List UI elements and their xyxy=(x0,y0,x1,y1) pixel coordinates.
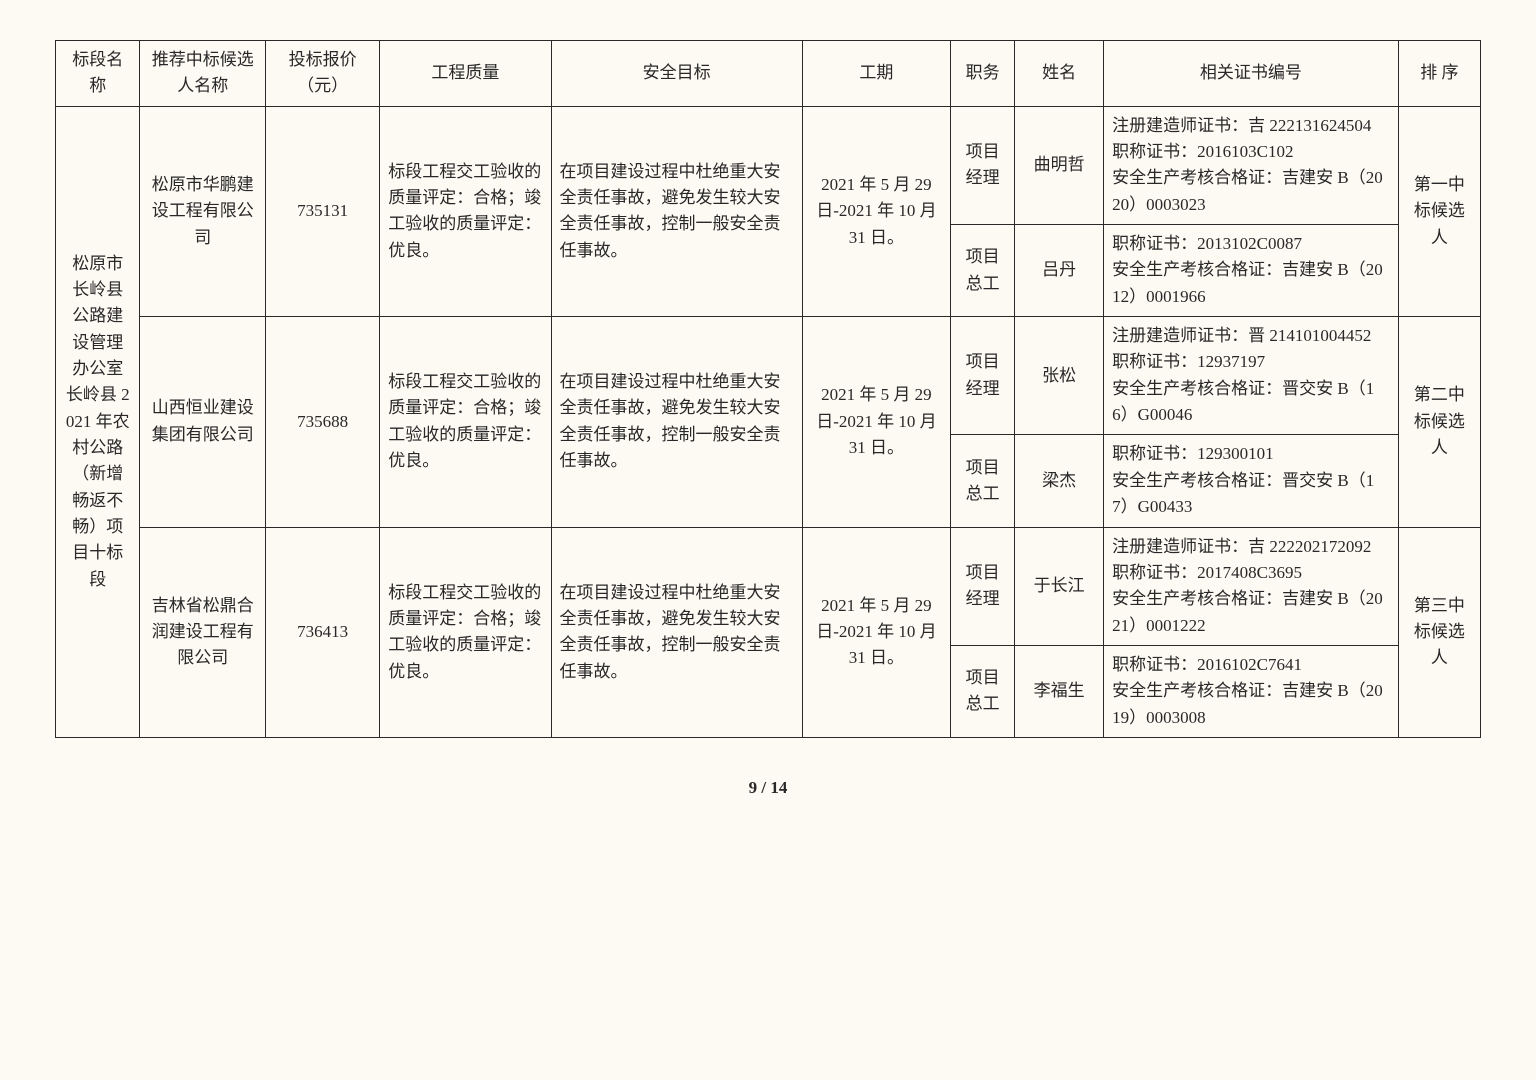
hdr-section: 标段名称 xyxy=(56,41,140,107)
table-row: 山西恒业建设集团有限公司735688标段工程交工验收的质量评定：合格；竣工验收的… xyxy=(56,317,1481,435)
hdr-bidder: 推荐中标候选人名称 xyxy=(140,41,266,107)
cell-role: 项目总工 xyxy=(951,225,1015,317)
cell-cert: 职称证书：2013102C0087 安全生产考核合格证：吉建安 B（2012）0… xyxy=(1104,225,1399,317)
cell-rank: 第二中标候选人 xyxy=(1398,317,1480,527)
cell-price: 736413 xyxy=(266,527,380,737)
hdr-cert: 相关证书编号 xyxy=(1104,41,1399,107)
cell-period: 2021 年 5 月 29 日-2021 年 10 月 31 日。 xyxy=(802,527,950,737)
cell-safety: 在项目建设过程中杜绝重大安全责任事故，避免发生较大安全责任事故，控制一般安全责任… xyxy=(551,317,802,527)
cell-role: 项目经理 xyxy=(951,106,1015,224)
cell-name: 梁杰 xyxy=(1015,435,1104,527)
header-row: 标段名称 推荐中标候选人名称 投标报价（元） 工程质量 安全目标 工期 职务 姓… xyxy=(56,41,1481,107)
cell-name: 李福生 xyxy=(1015,645,1104,737)
cell-cert: 注册建造师证书：吉 222131624504 职称证书：2016103C102 … xyxy=(1104,106,1399,224)
hdr-rank: 排 序 xyxy=(1398,41,1480,107)
cell-section: 松原市长岭县公路建设管理办公室长岭县 2021 年农村公路（新增畅返不畅）项目十… xyxy=(56,106,140,737)
cell-safety: 在项目建设过程中杜绝重大安全责任事故，避免发生较大安全责任事故，控制一般安全责任… xyxy=(551,527,802,737)
cell-cert: 职称证书：129300101 安全生产考核合格证：晋交安 B（17）G00433 xyxy=(1104,435,1399,527)
bid-table: 标段名称 推荐中标候选人名称 投标报价（元） 工程质量 安全目标 工期 职务 姓… xyxy=(55,40,1481,738)
cell-cert: 注册建造师证书：吉 222202172092 职称证书：2017408C3695… xyxy=(1104,527,1399,645)
hdr-period: 工期 xyxy=(802,41,950,107)
cell-rank: 第三中标候选人 xyxy=(1398,527,1480,737)
cell-role: 项目经理 xyxy=(951,317,1015,435)
cell-name: 吕丹 xyxy=(1015,225,1104,317)
cell-name: 曲明哲 xyxy=(1015,106,1104,224)
cell-bidder: 松原市华鹏建设工程有限公司 xyxy=(140,106,266,316)
cell-cert: 注册建造师证书：晋 214101004452 职称证书：12937197 安全生… xyxy=(1104,317,1399,435)
table-row: 吉林省松鼎合润建设工程有限公司736413标段工程交工验收的质量评定：合格；竣工… xyxy=(56,527,1481,645)
cell-role: 项目总工 xyxy=(951,435,1015,527)
cell-quality: 标段工程交工验收的质量评定：合格；竣工验收的质量评定：优良。 xyxy=(380,106,551,316)
cell-bidder: 吉林省松鼎合润建设工程有限公司 xyxy=(140,527,266,737)
cell-name: 张松 xyxy=(1015,317,1104,435)
cell-quality: 标段工程交工验收的质量评定：合格；竣工验收的质量评定：优良。 xyxy=(380,527,551,737)
cell-price: 735688 xyxy=(266,317,380,527)
hdr-safety: 安全目标 xyxy=(551,41,802,107)
hdr-price: 投标报价（元） xyxy=(266,41,380,107)
cell-rank: 第一中标候选人 xyxy=(1398,106,1480,316)
cell-bidder: 山西恒业建设集团有限公司 xyxy=(140,317,266,527)
table-row: 松原市长岭县公路建设管理办公室长岭县 2021 年农村公路（新增畅返不畅）项目十… xyxy=(56,106,1481,224)
page-footer: 9 / 14 xyxy=(55,778,1481,798)
cell-quality: 标段工程交工验收的质量评定：合格；竣工验收的质量评定：优良。 xyxy=(380,317,551,527)
cell-price: 735131 xyxy=(266,106,380,316)
hdr-quality: 工程质量 xyxy=(380,41,551,107)
cell-role: 项目经理 xyxy=(951,527,1015,645)
cell-period: 2021 年 5 月 29 日-2021 年 10 月 31 日。 xyxy=(802,317,950,527)
hdr-role: 职务 xyxy=(951,41,1015,107)
cell-cert: 职称证书：2016102C7641 安全生产考核合格证：吉建安 B（2019）0… xyxy=(1104,645,1399,737)
cell-safety: 在项目建设过程中杜绝重大安全责任事故，避免发生较大安全责任事故，控制一般安全责任… xyxy=(551,106,802,316)
cell-period: 2021 年 5 月 29 日-2021 年 10 月 31 日。 xyxy=(802,106,950,316)
cell-role: 项目总工 xyxy=(951,645,1015,737)
cell-name: 于长江 xyxy=(1015,527,1104,645)
hdr-name: 姓名 xyxy=(1015,41,1104,107)
